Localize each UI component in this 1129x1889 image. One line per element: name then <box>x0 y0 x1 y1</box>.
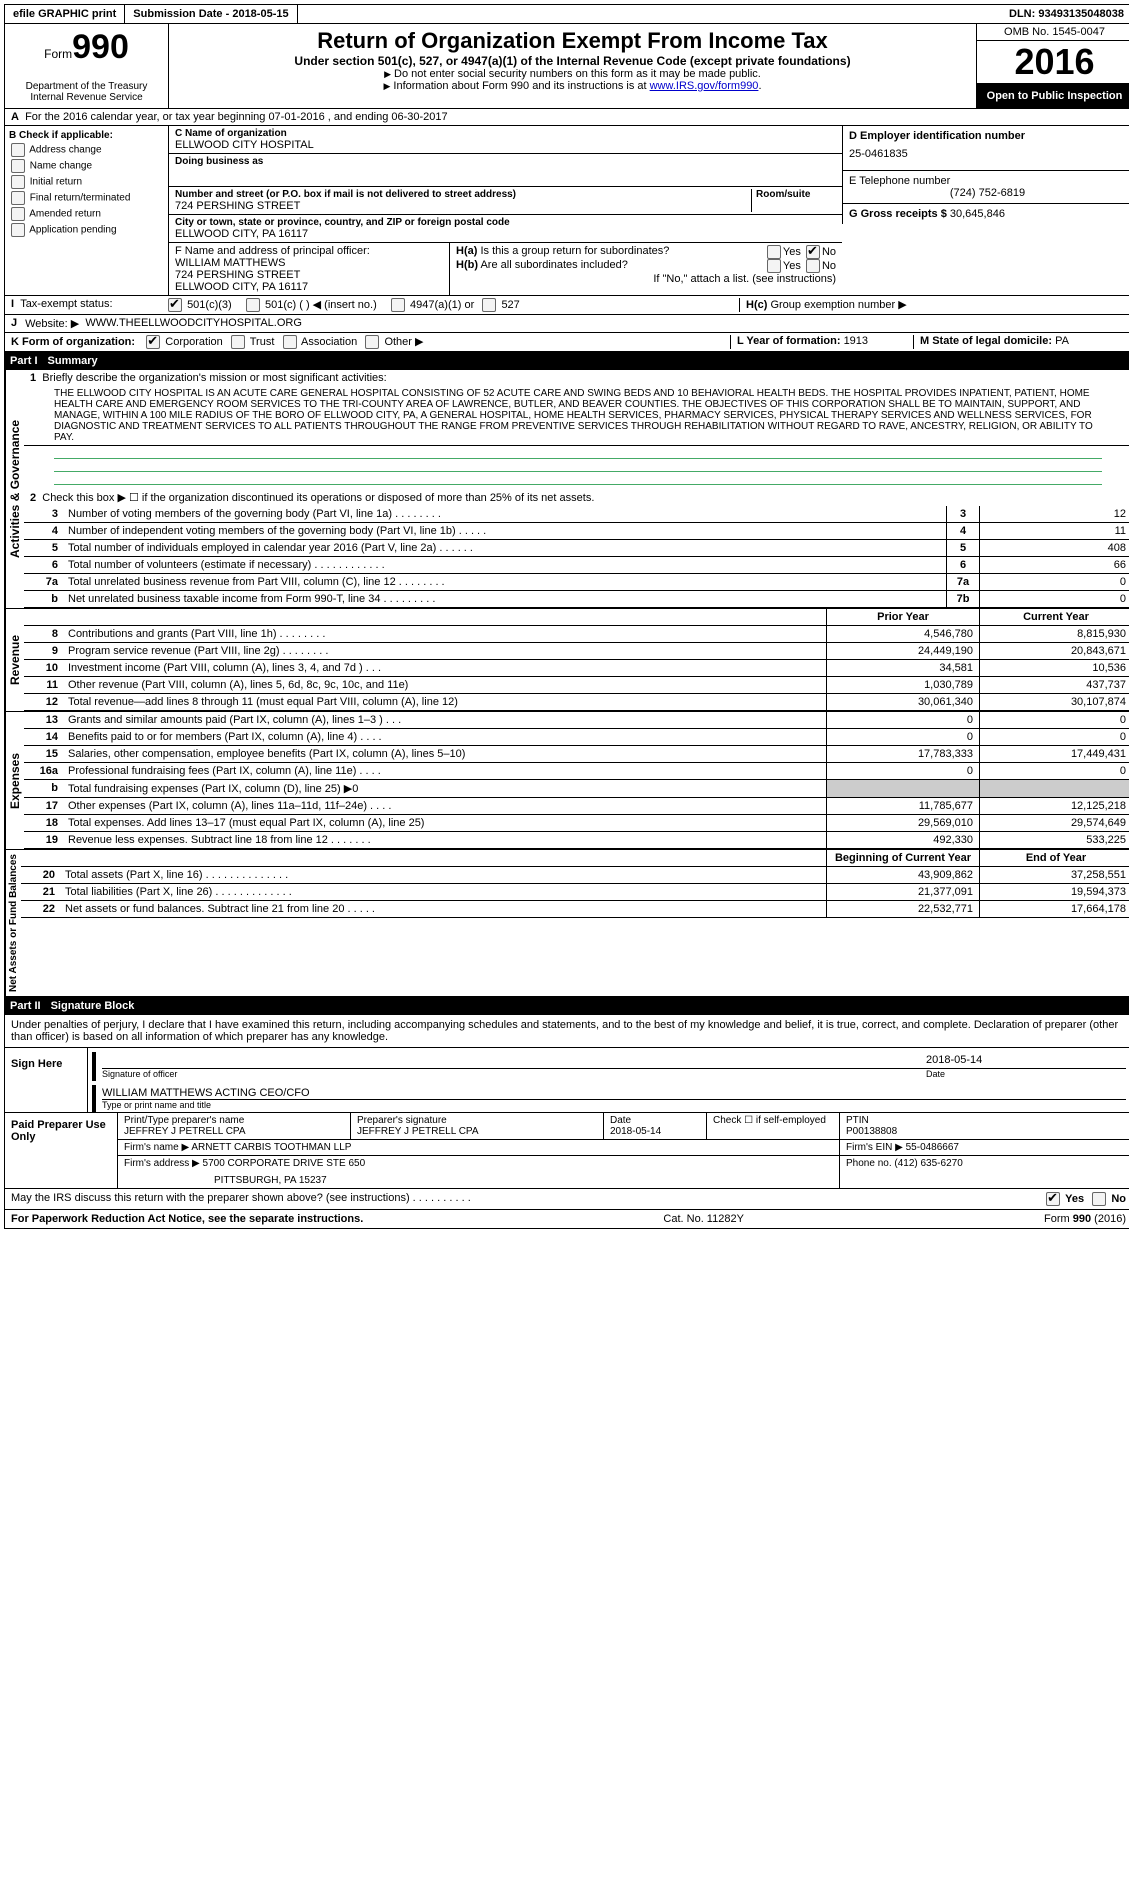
officer-signature-name: WILLIAM MATTHEWS ACTING CEO/CFO <box>102 1087 1126 1100</box>
form-line: 13Grants and similar amounts paid (Part … <box>24 712 1129 729</box>
form-line: 17Other expenses (Part IX, column (A), l… <box>24 798 1129 815</box>
chk-address-change[interactable]: Address change <box>9 143 164 157</box>
expenses-section: Expenses 13Grants and similar amounts pa… <box>4 712 1129 850</box>
row-a-tax-year: A For the 2016 calendar year, or tax yea… <box>4 109 1129 126</box>
org-address: 724 PERSHING STREET <box>175 200 751 212</box>
org-name: ELLWOOD CITY HOSPITAL <box>175 139 836 151</box>
form-line: 6Total number of volunteers (estimate if… <box>24 557 1129 574</box>
officer-name: WILLIAM MATTHEWS <box>175 257 443 269</box>
ein: 25-0461835 <box>849 142 1126 166</box>
submission-date: Submission Date - 2018-05-15 <box>125 5 297 23</box>
org-city: ELLWOOD CITY, PA 16117 <box>175 228 836 240</box>
form-line: 14Benefits paid to or for members (Part … <box>24 729 1129 746</box>
signature-block: Under penalties of perjury, I declare th… <box>4 1015 1129 1210</box>
form-line: 11Other revenue (Part VIII, column (A), … <box>24 677 1129 694</box>
form-line: 22Net assets or fund balances. Subtract … <box>21 901 1129 918</box>
section-c-org-info: C Name of organization ELLWOOD CITY HOSP… <box>169 126 842 295</box>
form-line: bTotal fundraising expenses (Part IX, co… <box>24 780 1129 798</box>
form-header: Form990 Department of the Treasury Inter… <box>4 24 1129 109</box>
form-line: 20Total assets (Part X, line 16) . . . .… <box>21 867 1129 884</box>
right-info-col: D Employer identification number 25-0461… <box>842 126 1129 295</box>
efile-label: efile GRAPHIC print <box>5 5 125 23</box>
chk-discuss-yes[interactable] <box>1046 1192 1060 1206</box>
irs-link[interactable]: www.IRS.gov/form990 <box>650 80 759 92</box>
website: WWW.THEELLWOODCITYHOSPITAL.ORG <box>85 317 302 330</box>
chk-501c3[interactable] <box>168 298 182 312</box>
chk-app-pending[interactable]: Application pending <box>9 223 164 237</box>
chk-initial-return[interactable]: Initial return <box>9 175 164 189</box>
chk-final-return[interactable]: Final return/terminated <box>9 191 164 205</box>
top-bar: efile GRAPHIC print Submission Date - 20… <box>4 4 1129 24</box>
gross-receipts: 30,645,846 <box>950 208 1005 220</box>
entity-info-grid: B Check if applicable: Address change Na… <box>4 126 1129 296</box>
open-public: Open to Public Inspection <box>977 84 1129 108</box>
form-line: 4Number of independent voting members of… <box>24 523 1129 540</box>
row-i-tax-status: I Tax-exempt status: 501(c)(3) 501(c) ( … <box>4 296 1129 315</box>
mission-text: THE ELLWOOD CITY HOSPITAL IS AN ACUTE CA… <box>24 386 1129 446</box>
row-k-form-org: K Form of organization: Corporation Trus… <box>4 333 1129 352</box>
form-line: 19Revenue less expenses. Subtract line 1… <box>24 832 1129 849</box>
part-2-header: Part IISignature Block <box>4 997 1129 1015</box>
form-line: 18Total expenses. Add lines 13–17 (must … <box>24 815 1129 832</box>
header-title-block: Return of Organization Exempt From Incom… <box>169 24 976 108</box>
form-subtitle: Under section 501(c), 527, or 4947(a)(1)… <box>177 54 968 68</box>
form-line: 12Total revenue—add lines 8 through 11 (… <box>24 694 1129 711</box>
dln: DLN: 93493135048038 <box>1001 5 1129 23</box>
form-title: Return of Organization Exempt From Incom… <box>177 28 968 54</box>
chk-corporation[interactable] <box>146 335 160 349</box>
form-line: 16aProfessional fundraising fees (Part I… <box>24 763 1129 780</box>
form-line: 5Total number of individuals employed in… <box>24 540 1129 557</box>
form-number-box: Form990 Department of the Treasury Inter… <box>5 24 169 108</box>
phone: (724) 752-6819 <box>849 187 1126 199</box>
paid-preparer-section: Paid Preparer Use Only Print/Type prepar… <box>5 1112 1129 1188</box>
revenue-section: Revenue Prior YearCurrent Year 8Contribu… <box>4 609 1129 712</box>
chk-discuss-no[interactable] <box>1092 1192 1106 1206</box>
form-line: 9Program service revenue (Part VIII, lin… <box>24 643 1129 660</box>
chk-name-change[interactable]: Name change <box>9 159 164 173</box>
part-1-header: Part ISummary <box>4 352 1129 370</box>
form-line: bNet unrelated business taxable income f… <box>24 591 1129 608</box>
form-line: 10Investment income (Part VIII, column (… <box>24 660 1129 677</box>
row-j-website: JWebsite: ▶ WWW.THEELLWOODCITYHOSPITAL.O… <box>4 315 1129 333</box>
dept-treasury: Department of the Treasury <box>9 81 164 92</box>
page-footer: For Paperwork Reduction Act Notice, see … <box>4 1210 1129 1229</box>
form-line: 8Contributions and grants (Part VIII, li… <box>24 626 1129 643</box>
form-line: 15Salaries, other compensation, employee… <box>24 746 1129 763</box>
chk-amended[interactable]: Amended return <box>9 207 164 221</box>
activities-governance-section: Activities & Governance 1 Briefly descri… <box>4 370 1129 609</box>
form-line: 21Total liabilities (Part X, line 26) . … <box>21 884 1129 901</box>
year-box: OMB No. 1545-0047 2016 Open to Public In… <box>976 24 1129 108</box>
tax-year: 2016 <box>977 41 1129 84</box>
form-line: 3Number of voting members of the governi… <box>24 506 1129 523</box>
irs-label: Internal Revenue Service <box>9 92 164 103</box>
form-line: 7aTotal unrelated business revenue from … <box>24 574 1129 591</box>
omb-number: OMB No. 1545-0047 <box>977 24 1129 41</box>
net-assets-section: Net Assets or Fund Balances Beginning of… <box>4 850 1129 997</box>
section-b-checkboxes: B Check if applicable: Address change Na… <box>5 126 169 295</box>
